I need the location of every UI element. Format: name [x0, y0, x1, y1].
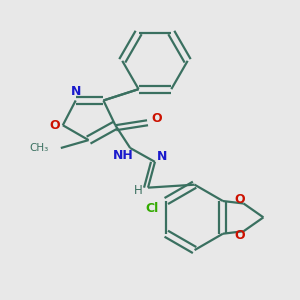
- Text: NH: NH: [113, 149, 134, 162]
- Text: H: H: [134, 184, 142, 197]
- Text: Cl: Cl: [146, 202, 159, 215]
- Text: N: N: [157, 150, 167, 164]
- Text: O: O: [50, 119, 60, 132]
- Text: CH₃: CH₃: [30, 143, 49, 153]
- Text: O: O: [234, 193, 245, 206]
- Text: O: O: [234, 229, 245, 242]
- Text: O: O: [152, 112, 162, 125]
- Text: N: N: [70, 85, 81, 98]
